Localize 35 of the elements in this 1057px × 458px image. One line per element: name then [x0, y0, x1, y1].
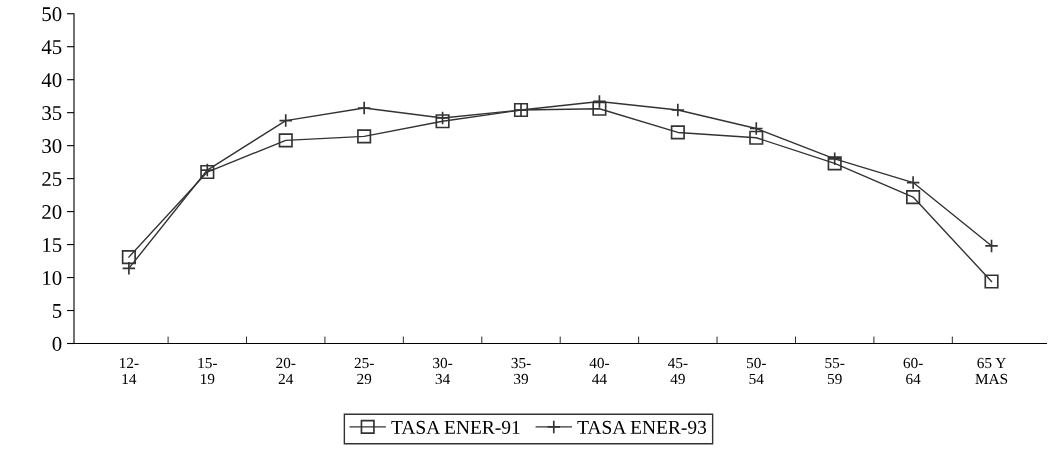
point	[357, 129, 372, 144]
y-tick-label: 5	[52, 304, 62, 318]
point	[906, 190, 921, 205]
x-tick-label: 35- 39	[511, 357, 531, 385]
y-tick-label: 50	[42, 7, 62, 22]
point	[592, 101, 607, 116]
y-tick-label: 30	[42, 139, 62, 154]
y-tick-label: 0	[52, 336, 62, 351]
legend-label: TASA ENER-93	[577, 420, 707, 434]
point	[749, 130, 764, 145]
x-tick-label: 25- 29	[354, 357, 374, 385]
y-tick-label: 45	[41, 40, 62, 55]
x-tick-label: 45- 49	[667, 357, 688, 385]
y-tick-label: 35	[42, 106, 62, 121]
x-tick-label: 60- 64	[903, 357, 923, 385]
y-tick-label: 40	[41, 73, 62, 88]
point	[435, 114, 450, 129]
x-tick-label: 12- 14	[120, 357, 139, 384]
point	[670, 125, 685, 140]
x-tick-label: 55- 59	[825, 357, 845, 385]
legend-label: TASA ENER-91	[391, 420, 520, 434]
y-tick-label: 20	[42, 204, 62, 220]
y-tick-label: 25	[42, 172, 62, 187]
point	[827, 156, 842, 171]
point	[278, 133, 293, 148]
point	[984, 274, 999, 289]
x-tick-label: 30- 34	[433, 357, 453, 385]
x-tick-label: 15- 19	[198, 357, 217, 385]
y-tick-label: 15	[43, 238, 62, 253]
point	[121, 250, 136, 265]
x-tick-label: 50- 54	[746, 357, 766, 385]
x-tick-label: 65 Y MAS	[975, 357, 1008, 385]
x-tick-label: 20- 24	[276, 357, 296, 384]
y-tick-label: 10	[43, 270, 62, 285]
x-tick-label: 40- 44	[589, 357, 610, 384]
